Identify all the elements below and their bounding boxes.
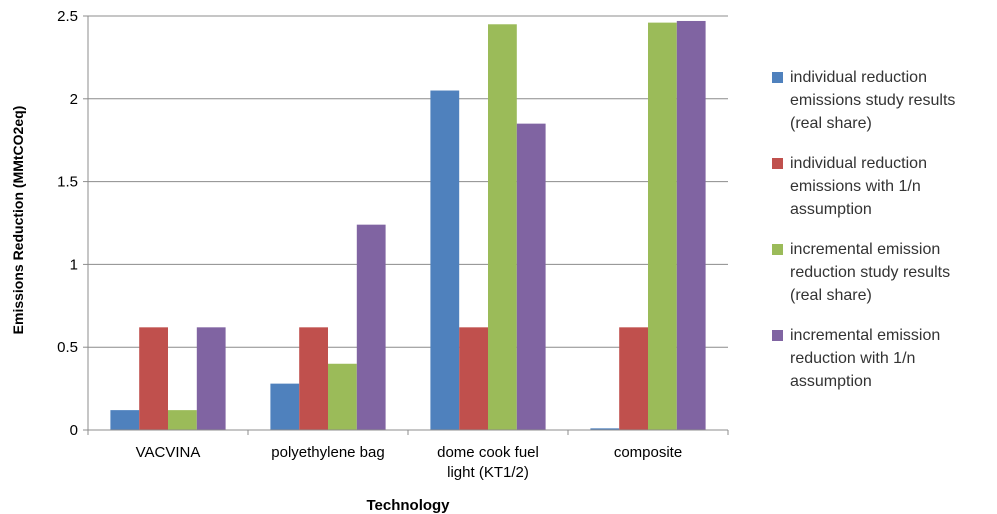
y-tick-label: 2.5 [57,8,78,25]
bar-1-4 [590,428,620,430]
legend-label: individual reduction [790,69,927,86]
legend-label: (real share) [790,115,872,132]
legend-item: individual reduction emissions study resu… [770,66,992,135]
y-tick-label: 1.5 [57,174,78,191]
bar-4-2 [356,224,386,430]
bar-2-1 [139,327,168,430]
y-axis-title: Emissions Reduction (MMtCO2eq) [10,106,26,335]
x-tick-label: VACVINA [136,444,201,461]
axes [83,15,729,435]
y-tick-label: 0 [70,422,78,439]
x-axis-title: Technology [366,497,450,514]
legend-swatch [772,244,783,255]
bar-3-2 [328,363,357,430]
axis-labels: 0 0.5 1 1.5 2 2.5 VACVINA polyethylene bag dome … [57,8,682,481]
gridlines [88,15,728,348]
legend-label: incremental emission [790,327,941,344]
legend-label: assumption [790,201,872,218]
legend-item: individual reduction emissions with 1/n as… [770,152,992,221]
bar-1-3 [430,90,460,431]
bar-1-2 [270,383,300,430]
legend: individual reduction emissions study resu… [770,66,992,410]
legend-label: (real share) [790,287,872,304]
bar-4-4 [676,20,706,431]
bar-4-1 [196,327,226,430]
legend-swatch [772,330,783,341]
x-tick-label: dome cook fuel light (KT1/2) [437,444,539,481]
legend-label: emissions study results [790,92,956,109]
legend-swatch [772,72,783,83]
legend-label: reduction with 1/n [790,350,916,367]
x-tick-label: composite [614,444,682,461]
legend-label: individual reduction [790,155,927,172]
legend-swatch [772,158,783,169]
bar-2-4 [619,327,648,430]
bar-2-2 [299,327,328,430]
bar-3-4 [648,22,677,431]
bar-3-1 [168,410,197,430]
y-tick-label: 2 [70,91,78,108]
bar-3-3 [488,24,517,431]
bar-4-3 [516,123,546,430]
bars [110,20,706,431]
legend-label: incremental emission [790,241,941,258]
legend-item: incremental emission reduction with 1/n as… [770,324,992,393]
bar-1-1 [110,410,140,430]
legend-label: reduction study results [790,264,951,281]
legend-label: assumption [790,373,872,390]
y-tick-label: 1 [70,256,78,273]
legend-label: emissions with 1/n [790,178,921,195]
y-tick-label: 0.5 [57,339,78,356]
bar-2-3 [459,327,488,430]
legend-item: incremental emission reduction study resu… [770,238,992,307]
x-tick-label: polyethylene bag [271,444,384,461]
